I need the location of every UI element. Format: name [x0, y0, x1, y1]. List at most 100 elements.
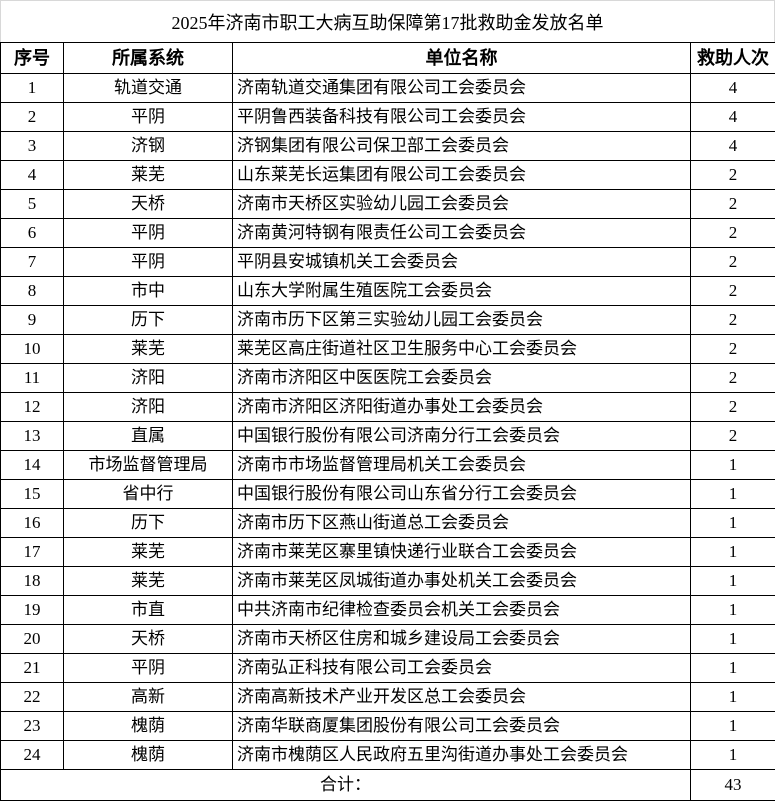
row-unit-name: 济南市天桥区实验幼儿园工会委员会 [232, 189, 691, 219]
row-index: 20 [0, 624, 64, 654]
row-index: 22 [0, 682, 64, 712]
relief-list-table: 序号 所属系统 单位名称 救助人次 1 轨道交通 济南轨道交通集团有限公司工会委员会… [0, 42, 775, 801]
table-row: 2 平阴 平阴鲁西装备科技有限公司工会委员会 4 [0, 102, 775, 132]
table-row: 11 济阳 济南市济阳区中医医院工会委员会 2 [0, 363, 775, 393]
table-row: 5 天桥 济南市天桥区实验幼儿园工会委员会 2 [0, 189, 775, 219]
row-unit-name: 济南市市场监督管理局机关工会委员会 [232, 450, 691, 480]
row-unit-name: 济南市莱芜区凤城街道办事处机关工会委员会 [232, 566, 691, 596]
table-row: 24 槐荫 济南市槐荫区人民政府五里沟街道办事处工会委员会 1 [0, 740, 775, 770]
row-system: 槐荫 [63, 711, 233, 741]
row-unit-name: 山东莱芜长运集团有限公司工会委员会 [232, 160, 691, 190]
row-unit-name: 济南市天桥区住房和城乡建设局工会委员会 [232, 624, 691, 654]
row-unit-name: 中共济南市纪律检查委员会机关工会委员会 [232, 595, 691, 625]
total-row: 合计： 43 [0, 769, 775, 801]
row-system: 济阳 [63, 363, 233, 393]
row-unit-name: 济南轨道交通集团有限公司工会委员会 [232, 73, 691, 103]
row-unit-name: 济南市济阳区济阳街道办事处工会委员会 [232, 392, 691, 422]
row-count: 2 [690, 421, 775, 451]
row-unit-name: 济南高新技术产业开发区总工会委员会 [232, 682, 691, 712]
table-row: 9 历下 济南市历下区第三实验幼儿园工会委员会 2 [0, 305, 775, 335]
row-unit-name: 济南市历下区燕山街道总工会委员会 [232, 508, 691, 538]
row-unit-name: 济南华联商厦集团股份有限公司工会委员会 [232, 711, 691, 741]
row-count: 1 [690, 740, 775, 770]
row-index: 5 [0, 189, 64, 219]
row-count: 2 [690, 189, 775, 219]
row-unit-name: 中国银行股份有限公司济南分行工会委员会 [232, 421, 691, 451]
table-row: 3 济钢 济钢集团有限公司保卫部工会委员会 4 [0, 131, 775, 161]
row-count: 1 [690, 537, 775, 567]
row-index: 21 [0, 653, 64, 683]
row-index: 10 [0, 334, 64, 364]
row-unit-name: 莱芜区高庄街道社区卫生服务中心工会委员会 [232, 334, 691, 364]
row-system: 平阴 [63, 653, 233, 683]
row-count: 1 [690, 624, 775, 654]
row-system: 天桥 [63, 189, 233, 219]
row-system: 莱芜 [63, 160, 233, 190]
row-count: 1 [690, 479, 775, 509]
row-unit-name: 平阴县安城镇机关工会委员会 [232, 247, 691, 277]
row-index: 24 [0, 740, 64, 770]
row-count: 2 [690, 160, 775, 190]
row-unit-name: 济南黄河特钢有限责任公司工会委员会 [232, 218, 691, 248]
row-system: 直属 [63, 421, 233, 451]
table-row: 8 市中 山东大学附属生殖医院工会委员会 2 [0, 276, 775, 306]
table-row: 6 平阴 济南黄河特钢有限责任公司工会委员会 2 [0, 218, 775, 248]
row-index: 13 [0, 421, 64, 451]
table-row: 14 市场监督管理局 济南市市场监督管理局机关工会委员会 1 [0, 450, 775, 480]
row-count: 1 [690, 595, 775, 625]
row-unit-name: 济南市历下区第三实验幼儿园工会委员会 [232, 305, 691, 335]
table-row: 19 市直 中共济南市纪律检查委员会机关工会委员会 1 [0, 595, 775, 625]
row-system: 天桥 [63, 624, 233, 654]
row-unit-name: 济南市槐荫区人民政府五里沟街道办事处工会委员会 [232, 740, 691, 770]
row-index: 1 [0, 73, 64, 103]
document-title: 2025年济南市职工大病互助保障第17批救助金发放名单 [0, 0, 775, 42]
row-index: 3 [0, 131, 64, 161]
table-row: 17 莱芜 济南市莱芜区寨里镇快递行业联合工会委员会 1 [0, 537, 775, 567]
row-system: 历下 [63, 305, 233, 335]
row-system: 莱芜 [63, 334, 233, 364]
row-system: 高新 [63, 682, 233, 712]
row-index: 16 [0, 508, 64, 538]
row-count: 1 [690, 711, 775, 741]
header-row: 序号 所属系统 单位名称 救助人次 [0, 42, 775, 74]
table-row: 12 济阳 济南市济阳区济阳街道办事处工会委员会 2 [0, 392, 775, 422]
row-unit-name: 山东大学附属生殖医院工会委员会 [232, 276, 691, 306]
row-index: 7 [0, 247, 64, 277]
table-row: 4 莱芜 山东莱芜长运集团有限公司工会委员会 2 [0, 160, 775, 190]
table-row: 15 省中行 中国银行股份有限公司山东省分行工会委员会 1 [0, 479, 775, 509]
row-index: 2 [0, 102, 64, 132]
row-index: 17 [0, 537, 64, 567]
row-count: 1 [690, 508, 775, 538]
row-index: 15 [0, 479, 64, 509]
row-count: 4 [690, 131, 775, 161]
row-count: 1 [690, 450, 775, 480]
table-row: 13 直属 中国银行股份有限公司济南分行工会委员会 2 [0, 421, 775, 451]
row-unit-name: 济南市莱芜区寨里镇快递行业联合工会委员会 [232, 537, 691, 567]
table-row: 21 平阴 济南弘正科技有限公司工会委员会 1 [0, 653, 775, 683]
row-count: 4 [690, 73, 775, 103]
table-row: 10 莱芜 莱芜区高庄街道社区卫生服务中心工会委员会 2 [0, 334, 775, 364]
row-system: 济阳 [63, 392, 233, 422]
table-row: 16 历下 济南市历下区燕山街道总工会委员会 1 [0, 508, 775, 538]
row-system: 市中 [63, 276, 233, 306]
row-unit-name: 济南弘正科技有限公司工会委员会 [232, 653, 691, 683]
row-system: 历下 [63, 508, 233, 538]
row-unit-name: 平阴鲁西装备科技有限公司工会委员会 [232, 102, 691, 132]
row-count: 2 [690, 305, 775, 335]
row-index: 4 [0, 160, 64, 190]
row-system: 平阴 [63, 218, 233, 248]
row-system: 市直 [63, 595, 233, 625]
header-system: 所属系统 [63, 42, 233, 74]
row-index: 8 [0, 276, 64, 306]
row-count: 1 [690, 653, 775, 683]
table-row: 20 天桥 济南市天桥区住房和城乡建设局工会委员会 1 [0, 624, 775, 654]
row-index: 9 [0, 305, 64, 335]
row-system: 莱芜 [63, 566, 233, 596]
row-count: 1 [690, 566, 775, 596]
row-count: 2 [690, 392, 775, 422]
row-unit-name: 中国银行股份有限公司山东省分行工会委员会 [232, 479, 691, 509]
row-index: 19 [0, 595, 64, 625]
header-unit-name: 单位名称 [232, 42, 691, 74]
row-index: 11 [0, 363, 64, 393]
row-system: 市场监督管理局 [63, 450, 233, 480]
